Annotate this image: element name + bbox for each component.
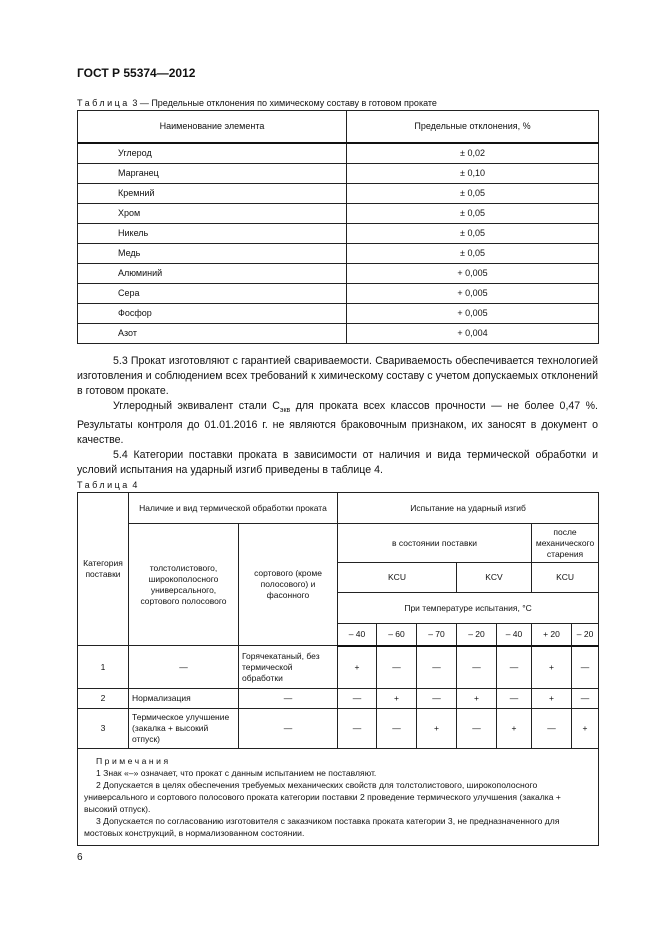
category-cell: 1 — [77, 645, 129, 689]
header-temperature: При температуре испытания, °С — [336, 592, 600, 624]
test-cell: + — [376, 688, 417, 709]
deviation-value: + 0,005 — [346, 303, 599, 324]
note: 1 Знак «–» означает, что прокат с данным… — [96, 768, 377, 778]
table-row: Азот + 0,004 — [77, 323, 599, 344]
header-impact: Испытание на ударный изгиб — [336, 492, 600, 524]
table-row: Алюминий + 0,005 — [77, 263, 599, 284]
deviation-value: ± 0,05 — [346, 203, 599, 224]
temperature-cell: – 60 — [376, 623, 417, 647]
header-kcv: KCV — [456, 562, 532, 593]
table-row: Углерод ± 0,02 — [77, 142, 599, 164]
table-row: Сера + 0,005 — [77, 283, 599, 304]
treatment-b-cell: Горячекатаный, без термической обработки — [238, 645, 338, 689]
header-col-a: толстолистового, широкополосного универс… — [128, 523, 239, 646]
header-aging: после механического старения — [530, 523, 600, 563]
deviation-value: + 0,005 — [346, 263, 599, 284]
test-cell: — — [337, 688, 377, 709]
deviation-value: + 0,004 — [346, 323, 599, 344]
test-cell: + — [531, 645, 572, 689]
column-header: Наименование элемента — [77, 110, 347, 144]
table-row: 3 Термическое улучшение (закалка + высоки… — [77, 708, 600, 749]
header-kcu-aging: KCU — [530, 562, 600, 593]
treatment-b-cell: — — [238, 708, 338, 749]
header-kcu: KCU — [337, 562, 457, 593]
test-cell: + — [456, 688, 497, 709]
table-row: Медь ± 0,05 — [77, 243, 599, 264]
test-cell: + — [570, 708, 600, 749]
test-cell: — — [337, 708, 377, 749]
element-name: Кремний — [77, 183, 347, 204]
table4-caption: Таблица 4 — [77, 480, 138, 490]
test-cell: — — [416, 688, 457, 709]
note: 3 Допускается по согласованию изготовите… — [84, 816, 560, 838]
deviation-value: ± 0,02 — [346, 142, 599, 164]
deviation-value: ± 0,05 — [346, 223, 599, 244]
temperature-cell: – 40 — [337, 623, 377, 647]
header-treatment: Наличие и вид термической обработки прок… — [128, 492, 338, 524]
test-cell: — — [456, 645, 497, 689]
notes-title: Примечания — [96, 756, 171, 766]
test-cell: — — [531, 708, 572, 749]
element-name: Медь — [77, 243, 347, 264]
header-delivery: в состоянии поставки — [337, 523, 532, 563]
deviation-value: + 0,005 — [346, 283, 599, 304]
table-3: Наименование элемента Предельные отклонен… — [77, 110, 599, 344]
table-notes: Примечания 1 Знак «–» означает, что прок… — [76, 748, 600, 846]
test-cell: — — [570, 688, 600, 709]
element-name: Углерод — [77, 142, 347, 164]
element-name: Азот — [77, 323, 347, 344]
table-row: Хром ± 0,05 — [77, 203, 599, 224]
paragraph-5-3: 5.3 Прокат изготовляют с гарантией свари… — [77, 355, 598, 397]
deviation-value: ± 0,05 — [346, 183, 599, 204]
element-name: Марганец — [77, 163, 347, 184]
table-row: 2 Нормализация — — + — + — + — — [77, 688, 600, 709]
test-cell: + — [337, 645, 377, 689]
treatment-b-cell: — — [238, 688, 338, 709]
table-row: Фосфор + 0,005 — [77, 303, 599, 324]
treatment-a-cell: Термическое улучшение (закалка + высокий… — [128, 708, 239, 749]
paragraph-5-4: 5.4 Категории поставки проката в зависим… — [77, 449, 598, 477]
temperature-cell: – 70 — [416, 623, 457, 647]
treatment-a-cell: — — [128, 645, 239, 689]
header-col-b: сортового (кроме полосового) и фасонного — [238, 523, 338, 646]
note: 2 Допускается в целях обеспечения требуе… — [84, 780, 561, 814]
table-row: 1— Горячекатаный, без термической обработ… — [77, 645, 600, 689]
temperature-cell: + 20 — [531, 623, 572, 647]
header-category: Категория поставки — [77, 492, 129, 646]
element-name: Хром — [77, 203, 347, 224]
test-cell: + — [416, 708, 457, 749]
column-header: Предельные отклонения, % — [346, 110, 599, 144]
test-cell: — — [376, 645, 417, 689]
test-cell: — — [416, 645, 457, 689]
document-id: ГОСТ Р 55374—2012 — [77, 66, 196, 80]
paragraph-carbon-equivalent: Углеродный эквивалент стали Сэкв для про… — [77, 400, 598, 447]
table-row: Кремний ± 0,05 — [77, 183, 599, 204]
category-cell: 2 — [77, 688, 129, 709]
test-cell: — — [570, 645, 600, 689]
category-cell: 3 — [77, 708, 129, 749]
element-name: Алюминий — [77, 263, 347, 284]
table-row: Марганец ± 0,10 — [77, 163, 599, 184]
table-4: Категория поставки Наличие и вид термиче… — [76, 492, 600, 846]
treatment-a-cell: Нормализация — [128, 688, 239, 709]
table3-caption: Таблица 3 — Предельные отклонения по хим… — [77, 98, 437, 108]
test-cell: + — [531, 688, 572, 709]
deviation-value: ± 0,10 — [346, 163, 599, 184]
table-row: Никель ± 0,05 — [77, 223, 599, 244]
temperature-cell: – 20 — [456, 623, 497, 647]
element-name: Никель — [77, 223, 347, 244]
test-cell: — — [456, 708, 497, 749]
test-cell: — — [376, 708, 417, 749]
test-cell: — — [496, 645, 532, 689]
deviation-value: ± 0,05 — [346, 243, 599, 264]
body-text: 5.3 Прокат изготовляют с гарантией свари… — [77, 354, 598, 478]
test-cell: — — [496, 688, 532, 709]
page-number: 6 — [77, 852, 83, 863]
element-name: Фосфор — [77, 303, 347, 324]
test-cell: + — [496, 708, 532, 749]
element-name: Сера — [77, 283, 347, 304]
temperature-cell: – 40 — [496, 623, 532, 647]
temperature-cell: – 20 — [570, 623, 600, 647]
